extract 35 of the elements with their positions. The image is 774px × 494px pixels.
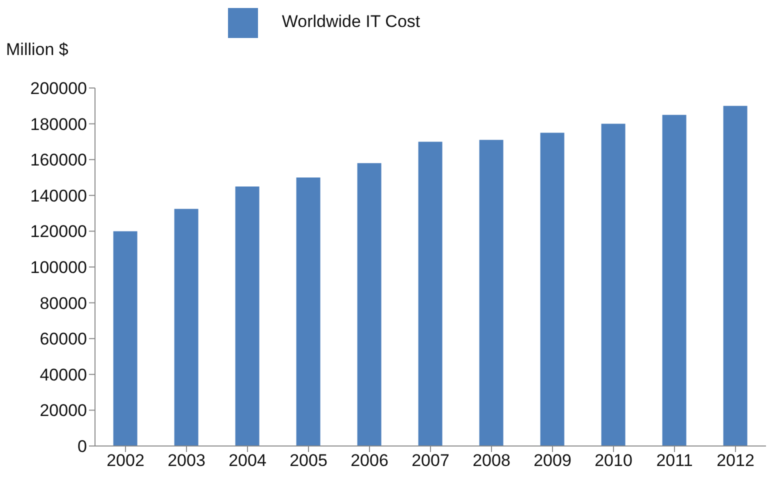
bar	[174, 208, 198, 446]
bar	[418, 142, 442, 446]
bar	[296, 178, 320, 446]
y-axis-title: Million $	[6, 40, 68, 60]
x-tick-label: 2012	[716, 451, 754, 470]
legend-label: Worldwide IT Cost	[282, 12, 420, 32]
x-tick-label: 2010	[594, 451, 632, 470]
bar	[601, 124, 626, 446]
y-tick-label: 100000	[30, 258, 87, 278]
bar	[479, 140, 504, 446]
bar	[723, 106, 748, 446]
y-tick-label: 0	[78, 437, 87, 456]
y-tick-label: 40000	[40, 365, 87, 384]
y-tick-label: 160000	[30, 150, 87, 170]
bar	[357, 163, 382, 446]
y-tick-label: 180000	[30, 114, 87, 134]
bar	[235, 186, 260, 446]
x-tick-label: 2009	[534, 451, 572, 470]
y-tick-label: 120000	[30, 222, 87, 242]
x-tick-label: 2006	[350, 451, 388, 470]
bar	[113, 231, 138, 446]
x-tick-label: 2003	[168, 451, 206, 470]
x-tick-label: 2005	[290, 451, 328, 470]
x-tick-label: 2004	[228, 451, 266, 470]
bar	[540, 132, 564, 446]
x-tick-label: 2008	[472, 451, 510, 470]
y-tick-label: 200000	[30, 79, 87, 98]
y-tick-label: 140000	[30, 186, 87, 206]
y-tick-label: 60000	[40, 330, 87, 349]
y-tick-label: 80000	[40, 294, 87, 313]
x-tick-label: 2002	[106, 451, 144, 470]
bar	[662, 114, 686, 446]
x-tick-label: 2011	[656, 451, 693, 470]
y-tick-label: 20000	[40, 401, 87, 420]
x-tick-label: 2007	[412, 451, 450, 470]
